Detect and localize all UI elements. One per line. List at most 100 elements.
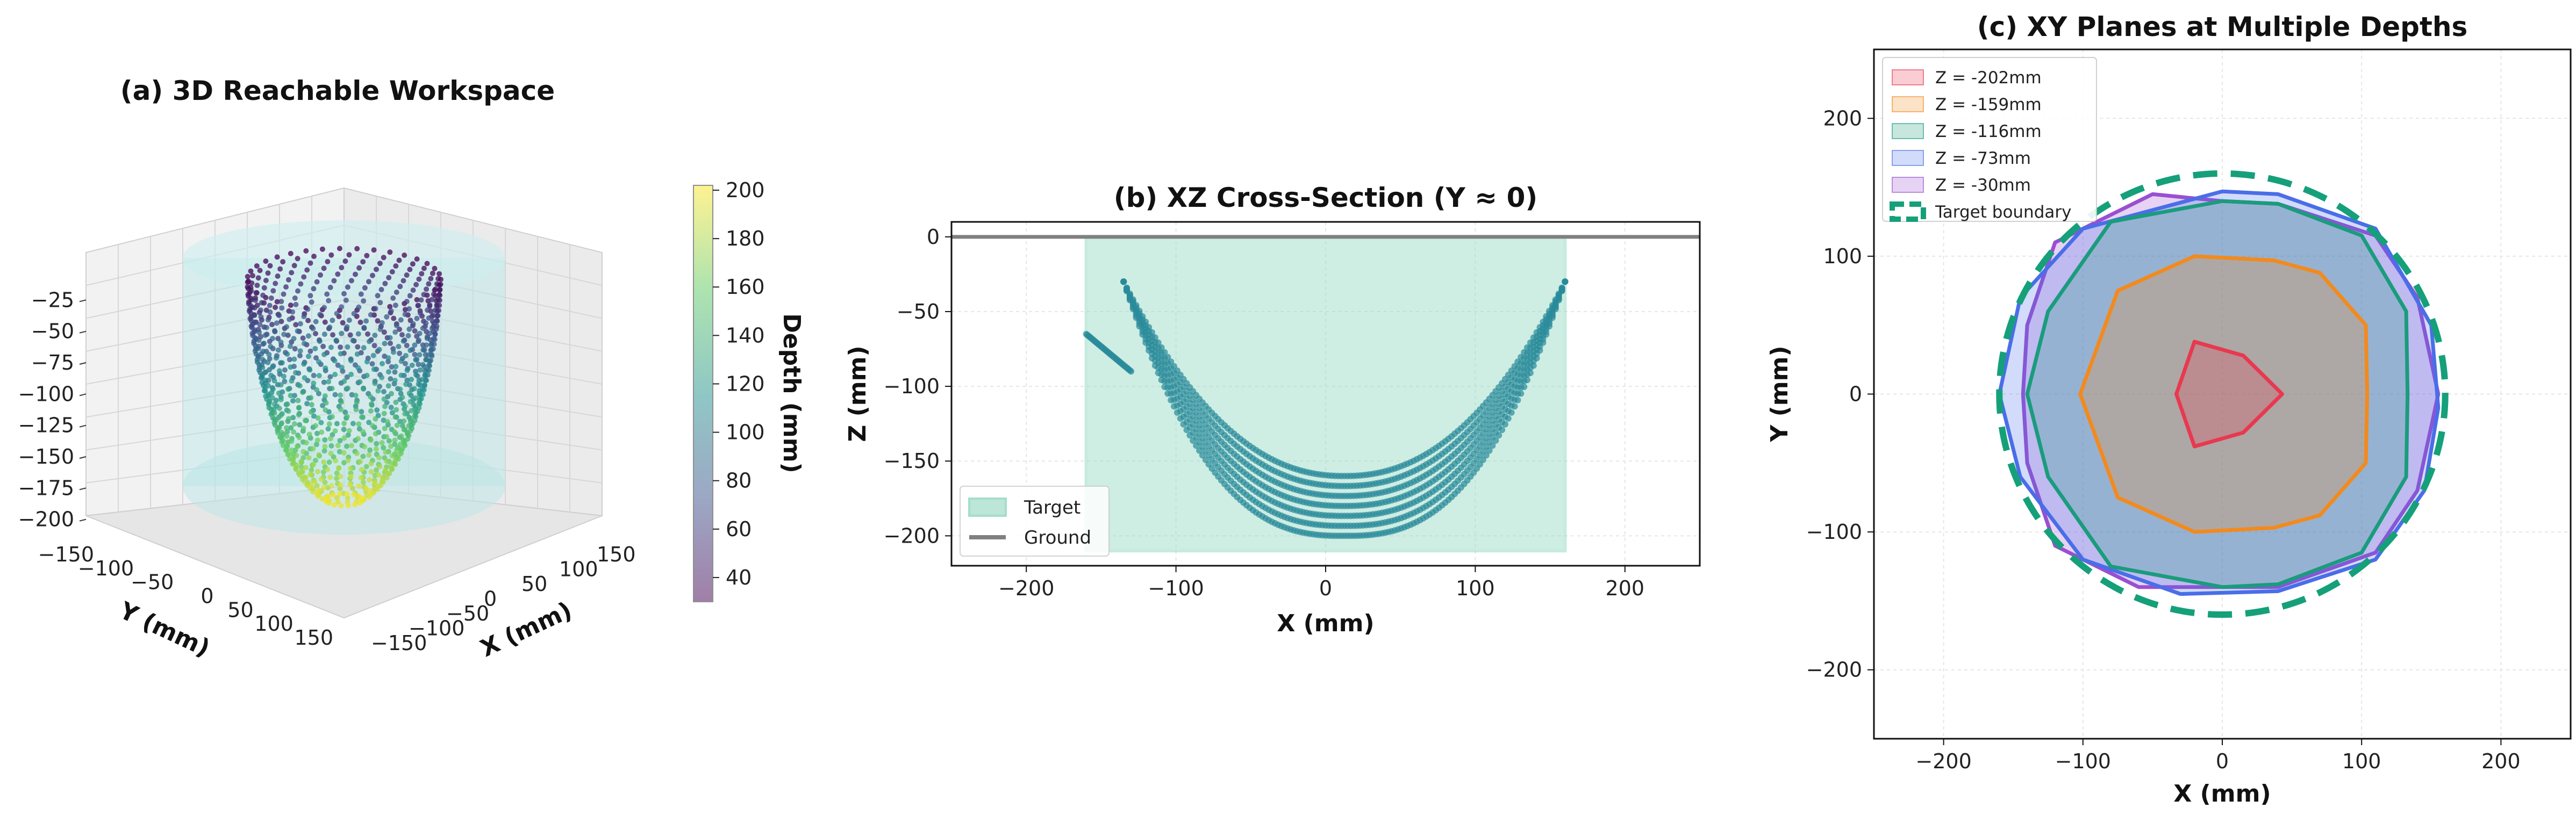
xz-point xyxy=(1136,307,1143,314)
workspace-point xyxy=(344,324,350,330)
workspace-point xyxy=(396,257,402,263)
workspace-point xyxy=(270,336,275,342)
workspace-point xyxy=(278,396,284,402)
workspace-point xyxy=(386,438,392,444)
workspace-point xyxy=(311,462,317,467)
workspace-point xyxy=(350,421,356,427)
workspace-point xyxy=(314,387,320,393)
workspace-point xyxy=(394,422,400,428)
workspace-point xyxy=(388,405,394,410)
grid-line xyxy=(85,373,345,418)
x-tick-label: 0 xyxy=(1319,576,1332,600)
y-tick-label: 0 xyxy=(1849,383,1862,406)
workspace-point xyxy=(421,265,427,271)
workspace-point xyxy=(278,299,284,305)
workspace-point xyxy=(418,310,423,316)
workspace-point xyxy=(377,384,383,390)
workspace-point xyxy=(379,440,385,446)
workspace-point xyxy=(379,374,385,380)
workspace-point xyxy=(279,420,284,426)
depth-polygon xyxy=(1997,189,2441,596)
workspace-point xyxy=(340,320,346,326)
x-tick-label: 0 xyxy=(484,587,497,611)
workspace-point xyxy=(348,474,354,479)
workspace-point xyxy=(384,458,390,464)
workspace-point xyxy=(402,411,408,417)
workspace-point xyxy=(338,473,344,479)
xz-point xyxy=(1505,415,1512,422)
workspace-point xyxy=(305,354,311,359)
workspace-point xyxy=(419,271,425,277)
y-tick-label: −50 xyxy=(131,571,174,594)
legend-ground-label: Ground xyxy=(1024,527,1091,549)
y-tick-label: −150 xyxy=(38,543,94,566)
workspace-point xyxy=(323,400,329,406)
colorbar-label: Depth (mm) xyxy=(778,313,805,473)
workspace-point xyxy=(307,367,313,373)
workspace-point xyxy=(291,336,297,342)
workspace-point xyxy=(398,372,404,378)
workspace-point xyxy=(268,406,274,412)
workspace-point xyxy=(381,410,387,416)
workspace-point xyxy=(267,263,273,269)
xz-point xyxy=(1521,384,1528,391)
x-tick-label: 50 xyxy=(521,572,547,596)
xz-point xyxy=(1139,313,1146,320)
xz-point xyxy=(1164,354,1171,360)
workspace-point xyxy=(344,443,350,449)
workspace-point xyxy=(338,392,344,398)
workspace-point xyxy=(297,422,303,428)
workspace-point xyxy=(343,297,349,303)
workspace-point xyxy=(326,459,332,465)
workspace-point xyxy=(388,341,393,346)
workspace-point xyxy=(295,398,301,403)
workspace-point xyxy=(285,386,291,392)
workspace-point xyxy=(379,320,385,326)
workspace-point xyxy=(337,449,342,455)
workspace-point xyxy=(266,391,271,397)
xz-point xyxy=(1126,290,1133,297)
workspace-point xyxy=(413,357,419,363)
workspace-point xyxy=(322,479,328,485)
workspace-point xyxy=(277,434,283,440)
workspace-point xyxy=(277,266,283,272)
workspace-point xyxy=(424,342,430,348)
workspace-point xyxy=(427,330,433,336)
workspace-point xyxy=(295,256,300,262)
workspace-point xyxy=(250,273,255,279)
workspace-point xyxy=(312,479,318,485)
workspace-point xyxy=(424,286,430,292)
workspace-point xyxy=(248,288,254,293)
workspace-point xyxy=(262,333,268,338)
legend-label: Z = -202mm xyxy=(1935,68,2042,88)
workspace-point xyxy=(359,467,364,473)
workspace-point xyxy=(345,503,351,508)
z-tick-mark xyxy=(79,393,87,396)
workspace-point xyxy=(334,470,340,476)
workspace-point xyxy=(392,329,398,335)
x-tick-label: −200 xyxy=(1915,749,1971,773)
workspace-point xyxy=(276,368,282,374)
workspace-point xyxy=(355,436,361,442)
workspace-point xyxy=(341,378,347,384)
colorbar-tick-label: 200 xyxy=(726,178,765,202)
workspace-point xyxy=(429,297,435,302)
workspace-point xyxy=(275,273,281,279)
xz-point xyxy=(1524,377,1530,384)
workspace-point xyxy=(388,443,393,449)
workspace-point xyxy=(437,286,443,292)
workspace-point xyxy=(294,462,300,468)
workspace-point xyxy=(344,491,350,497)
workspace-point xyxy=(308,482,314,488)
workspace-point xyxy=(314,483,320,488)
workspace-point xyxy=(381,479,386,485)
workspace-point xyxy=(328,443,334,449)
workspace-point xyxy=(268,295,274,301)
xz-point xyxy=(1499,427,1506,434)
workspace-point xyxy=(311,413,317,419)
workspace-point xyxy=(437,271,442,277)
workspace-point xyxy=(294,452,299,458)
workspace-point xyxy=(400,338,406,344)
workspace-point xyxy=(410,321,416,327)
workspace-point xyxy=(325,494,331,500)
